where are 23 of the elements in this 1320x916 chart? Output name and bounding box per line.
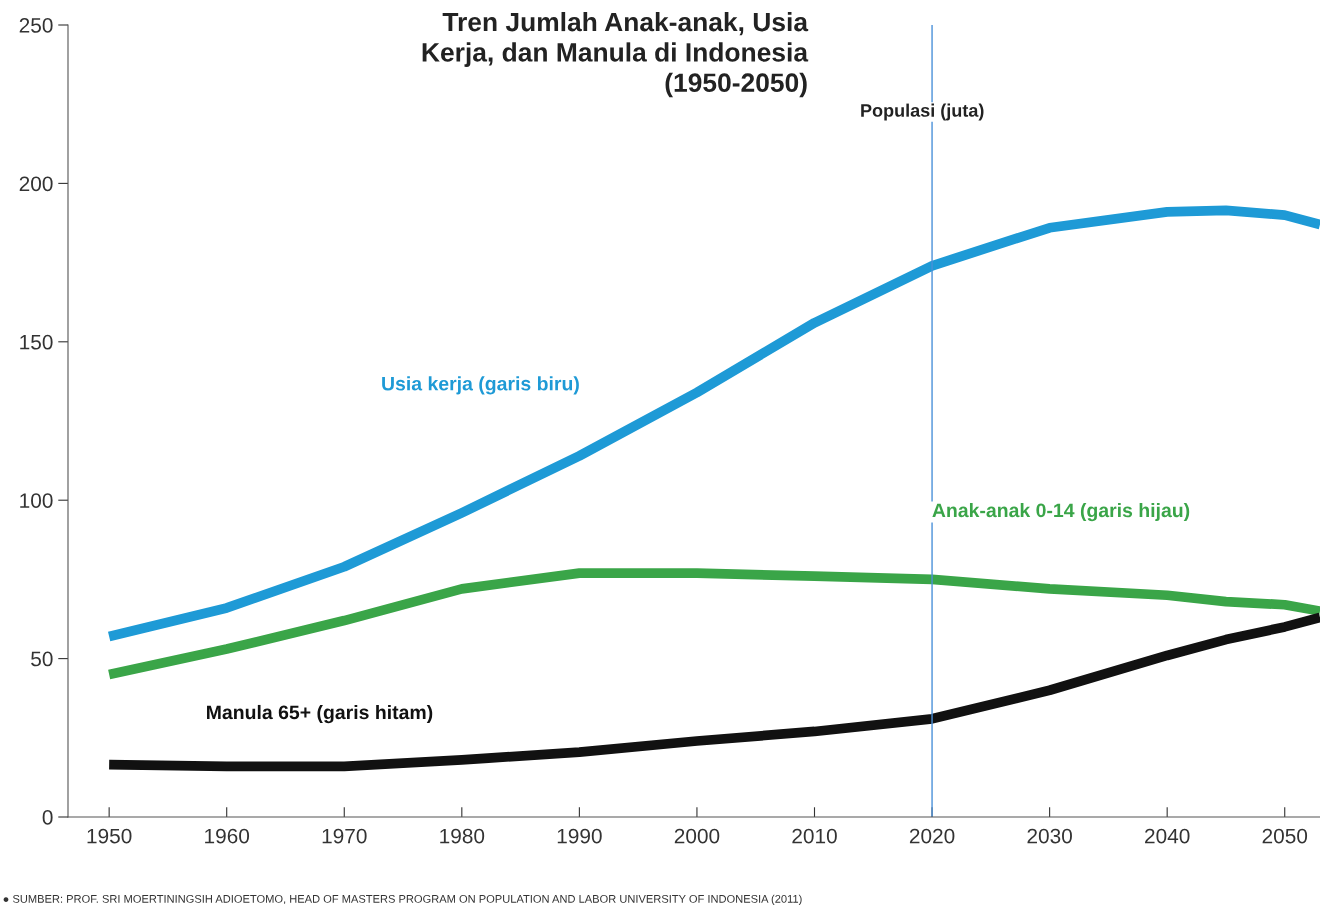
x-tick-label: 2050 [1262, 828, 1308, 844]
x-tick-label: 2020 [909, 828, 955, 844]
y-tick-label: 100 [20, 493, 53, 508]
text: Tren Jumlah Anak-anak, Usia Kerja, dan Manula di Indonesia (1950-2050) [422, 12, 809, 98]
x-tick-label: 1970 [322, 828, 367, 844]
y-tick-label: 250 [19, 18, 53, 33]
x-tick-label: 1960 [205, 828, 250, 844]
x-tick-label: 2040 [1145, 828, 1190, 844]
x-tick-label: 1990 [557, 828, 602, 844]
y-tick-label: 200 [19, 176, 53, 192]
x-tick-label: 2010 [792, 828, 837, 844]
y-tick-label: 0 [42, 810, 53, 825]
y-tick-label: 150 [20, 334, 53, 350]
y-axis-title: Populasi (juta) [861, 103, 984, 121]
series-label: Manula 65+ (garis hitam) [207, 704, 433, 724]
x-tick-label: 2000 [674, 828, 720, 844]
x-tick-label: 2030 [1027, 828, 1072, 844]
text: ● SUMBER: PROF. SRI MOERTININGSIH ADIOETOMO, HEAD OF MASTERS PROGRAM ON POPULATION AND LABOR UNIVERSITY OF INDONESIA (2011) [3, 894, 802, 905]
text: Anak-anak 0-14 (garis hijau) [932, 502, 1190, 522]
x-tick-label: 1980 [440, 828, 485, 844]
text: Usia kerja (garis biru) [382, 376, 579, 395]
y-tick-label: 50 [31, 651, 53, 667]
x-tick-label: 1950 [87, 828, 132, 844]
